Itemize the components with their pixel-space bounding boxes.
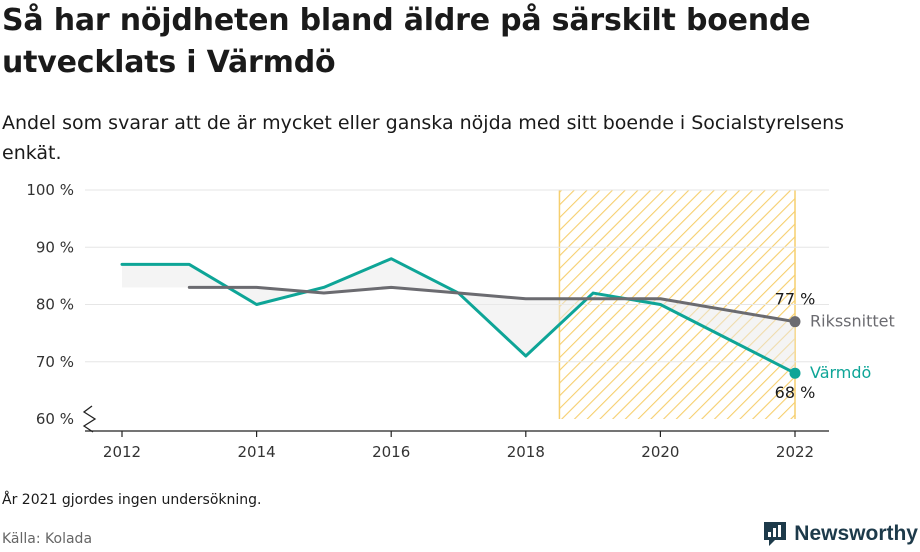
y-tick-label: 80 % bbox=[36, 296, 74, 314]
newsworthy-logo-icon bbox=[764, 522, 787, 546]
series-label: Värmdö bbox=[810, 363, 871, 382]
y-tick-label: 70 % bbox=[36, 353, 74, 371]
end-value-label: 77 % bbox=[775, 290, 816, 309]
series-end-point bbox=[789, 316, 801, 328]
difference-area-start bbox=[122, 264, 190, 288]
brand-name: Newsworthy bbox=[794, 522, 918, 545]
end-value-label: 68 % bbox=[775, 383, 816, 402]
chart-subtitle: Andel som svarar att de är mycket eller … bbox=[2, 112, 845, 164]
x-tick-label: 2022 bbox=[776, 443, 814, 461]
chart-title: Så har nöjdheten bland äldre på särskilt… bbox=[2, 3, 811, 80]
x-tick-label: 2016 bbox=[372, 443, 410, 461]
axis-break-icon bbox=[82, 405, 97, 433]
x-tick-label: 2018 bbox=[507, 443, 545, 461]
y-tick-label: 90 % bbox=[36, 238, 74, 256]
x-tick-label: 2020 bbox=[641, 443, 679, 461]
brand-logo: Newsworthy bbox=[762, 519, 918, 549]
difference-area bbox=[189, 258, 796, 374]
source-text: Källa: Kolada bbox=[2, 531, 93, 547]
y-tick-label: 60 % bbox=[36, 410, 74, 428]
x-tick-label: 2012 bbox=[103, 443, 141, 461]
y-tick-label: 100 % bbox=[26, 181, 74, 199]
footnote: År 2021 gjordes ingen undersökning. bbox=[2, 492, 262, 508]
series-end-point bbox=[789, 367, 801, 379]
series-label: Rikssnittet bbox=[810, 312, 895, 331]
series-line-rikssnittet bbox=[187, 285, 797, 324]
x-tick-label: 2014 bbox=[238, 443, 276, 461]
